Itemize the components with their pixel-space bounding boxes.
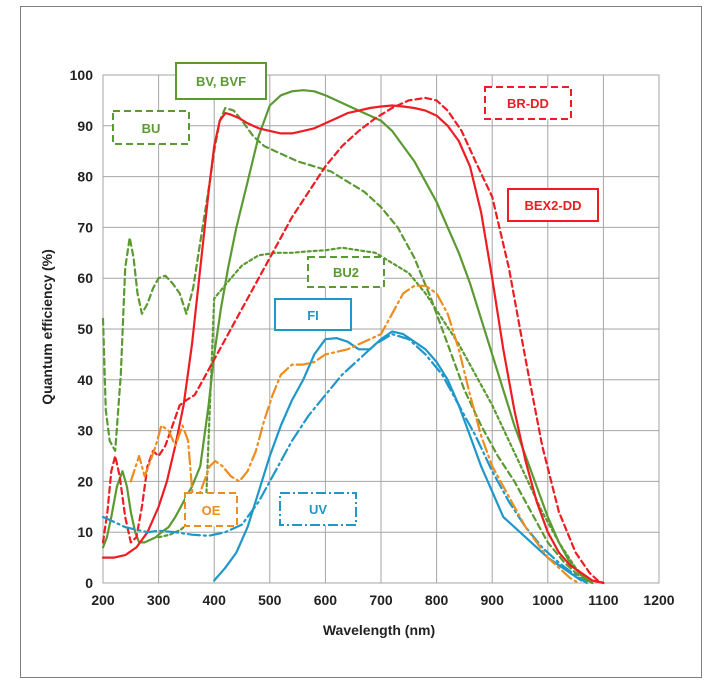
y-tick-label: 0: [85, 575, 93, 591]
label-bex2dd: BEX2-DD: [507, 188, 599, 222]
y-tick-label: 90: [77, 118, 93, 134]
label-bex2dd-text: BEX2-DD: [524, 198, 581, 213]
series-line-oe: [129, 284, 580, 585]
y-tick-label: 40: [77, 372, 93, 388]
x-tick-label: 1000: [532, 592, 563, 608]
y-tick-label: 60: [77, 270, 93, 286]
series-line-fi: [213, 330, 583, 582]
label-uv: UV: [279, 492, 357, 526]
x-tick-label: 1200: [643, 592, 674, 608]
label-oe-text: OE: [202, 503, 221, 518]
qe-chart: 0 10 20 30 40 50 60 70 80 90 100 200 300 400 500 600 700…: [39, 62, 675, 638]
label-fi-text: FI: [307, 308, 319, 323]
label-fi: FI: [274, 298, 352, 331]
y-tick-label: 20: [77, 473, 93, 489]
y-tick-label: 70: [77, 219, 93, 235]
y-tick-label: 50: [77, 321, 93, 337]
label-bv-text: BV, BVF: [196, 74, 246, 89]
x-tick-label: 500: [258, 592, 282, 608]
grid: [102, 74, 660, 584]
series-line-br-dd: [101, 96, 605, 585]
y-axis-title: Quantum efficiency (%): [39, 249, 55, 405]
label-bu2-text: BU2: [333, 265, 359, 280]
series-line-bex2-dd: [101, 104, 605, 585]
x-tick-label: 400: [203, 592, 227, 608]
x-tick-label: 700: [369, 592, 393, 608]
chart-frame: 0 10 20 30 40 50 60 70 80 90 100 200 300 400 500 600 700…: [20, 6, 702, 678]
label-oe: OE: [184, 492, 238, 527]
label-uv-text: UV: [309, 502, 327, 517]
x-tick-label: 300: [147, 592, 171, 608]
label-bu2: BU2: [307, 256, 385, 288]
series-line-uv: [101, 333, 588, 585]
y-tick-label: 100: [70, 67, 94, 83]
tick-labels: 0 10 20 30 40 50 60 70 80 90 100 200 300 400 500 600 700…: [70, 67, 675, 608]
x-tick-label: 200: [91, 592, 115, 608]
series-line-bu: [101, 106, 594, 585]
x-tick-label: 600: [314, 592, 338, 608]
label-bu: BU: [112, 110, 190, 145]
label-brdd: BR-DD: [484, 86, 572, 120]
y-tick-label: 10: [77, 524, 93, 540]
x-tick-label: 1100: [588, 592, 619, 608]
x-axis-title: Wavelength (nm): [323, 622, 435, 638]
label-bu-text: BU: [142, 121, 161, 136]
label-brdd-text: BR-DD: [507, 96, 549, 111]
y-tick-label: 30: [77, 423, 93, 439]
x-tick-label: 800: [425, 592, 449, 608]
series-line-bv-bvf: [101, 89, 594, 585]
x-tick-label: 900: [481, 592, 505, 608]
label-bv: BV, BVF: [175, 62, 267, 100]
y-tick-label: 80: [77, 169, 93, 185]
